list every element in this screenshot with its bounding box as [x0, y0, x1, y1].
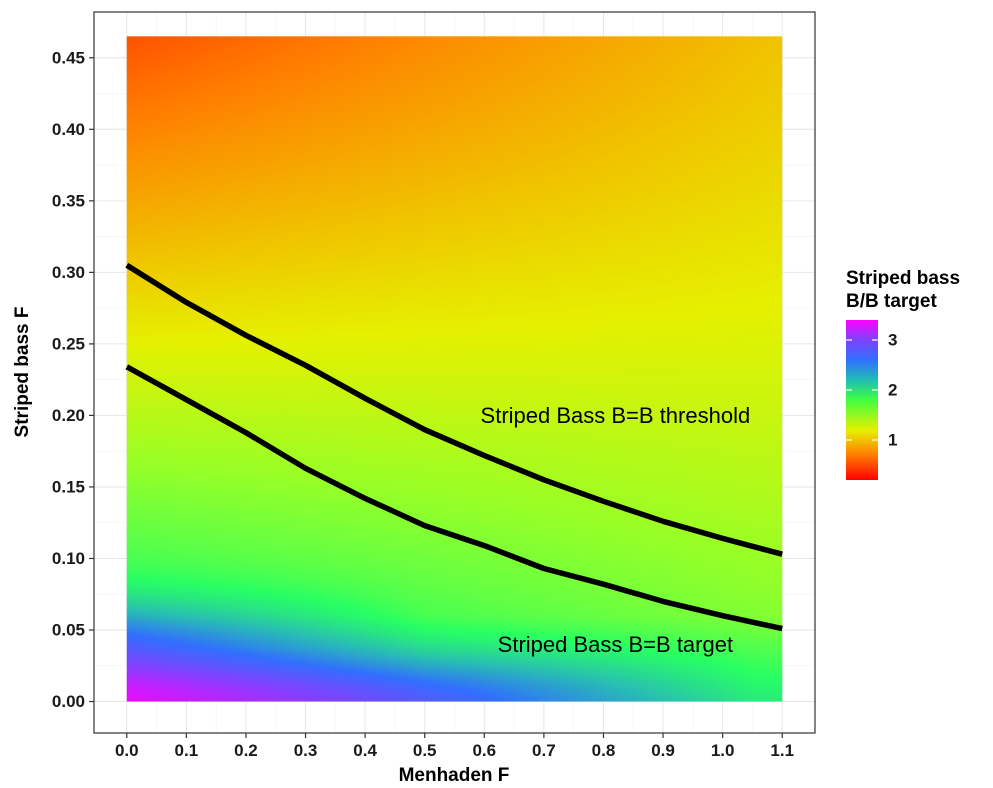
legend-colorbar — [846, 320, 878, 480]
y-axis-title: Striped bass F — [12, 307, 33, 438]
panel-border — [93, 11, 816, 734]
contour-line-target — [125, 364, 783, 632]
contour-lines — [125, 262, 783, 632]
x-tick-label: 0.1 — [175, 741, 199, 760]
y-tick-label: 0.20 — [52, 406, 85, 425]
y-tick-label: 0.30 — [52, 263, 85, 282]
x-axis-title: Menhaden F — [399, 765, 510, 786]
annotation-target: Striped Bass B=B target — [498, 632, 733, 657]
y-tick-label: 0.15 — [52, 477, 85, 496]
y-axis: 0.00 0.05 0.10 0.15 0.20 0.25 0.30 0.35 0.40 0.45 — [52, 48, 94, 711]
x-tick-label: 1.0 — [711, 741, 735, 760]
x-tick-label: 0.7 — [532, 741, 556, 760]
x-tick-label: 0.5 — [413, 741, 437, 760]
y-tick-label: 0.25 — [52, 334, 85, 353]
x-tick-label: 0.8 — [592, 741, 616, 760]
legend-title-line-2: B/B target — [846, 291, 937, 312]
legend-label: 1 — [888, 431, 897, 450]
contour-line-threshold — [125, 262, 783, 557]
plot-panel: Striped Bass B=B threshold Striped Bass B… — [93, 11, 816, 734]
y-tick-label: 0.00 — [52, 692, 85, 711]
x-tick-label: 0.6 — [472, 741, 496, 760]
annotations: Striped Bass B=B threshold Striped Bass B… — [481, 403, 751, 657]
legend-label: 3 — [888, 331, 897, 350]
y-tick-label: 0.05 — [52, 621, 85, 640]
annotation-threshold: Striped Bass B=B threshold — [481, 403, 751, 428]
x-tick-label: 0.0 — [115, 741, 139, 760]
x-tick-label: 1.1 — [770, 741, 794, 760]
y-tick-label: 0.45 — [52, 48, 85, 67]
legend-title-line-1: Striped bass — [846, 268, 960, 289]
y-tick-label: 0.10 — [52, 549, 85, 568]
x-tick-label: 0.3 — [294, 741, 318, 760]
legend-ticks: 1 2 3 — [846, 331, 897, 450]
x-axis: 0.0 0.1 0.2 0.3 0.4 0.5 0.6 0.7 0.8 0.9 1.0 1.1 — [115, 733, 794, 760]
y-tick-label: 0.35 — [52, 191, 85, 210]
x-tick-label: 0.4 — [353, 741, 377, 760]
x-tick-label: 0.9 — [651, 741, 675, 760]
x-tick-label: 0.2 — [234, 741, 258, 760]
legend: Striped bass B/B target 1 2 3 — [846, 268, 960, 480]
legend-label: 2 — [888, 381, 897, 400]
y-tick-label: 0.40 — [52, 120, 85, 139]
heatmap-fill — [126, 36, 783, 702]
